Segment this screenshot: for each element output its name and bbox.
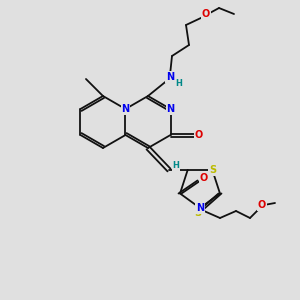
Text: N: N [166,72,174,82]
Text: S: S [194,208,202,218]
Text: N: N [122,104,130,114]
Text: N: N [196,203,204,213]
Text: O: O [194,130,202,140]
Text: H: H [172,161,179,170]
Text: S: S [209,165,216,175]
Text: H: H [176,79,182,88]
Text: O: O [202,9,210,19]
Text: O: O [258,200,266,210]
Text: N: N [167,104,175,114]
Text: O: O [200,173,208,184]
